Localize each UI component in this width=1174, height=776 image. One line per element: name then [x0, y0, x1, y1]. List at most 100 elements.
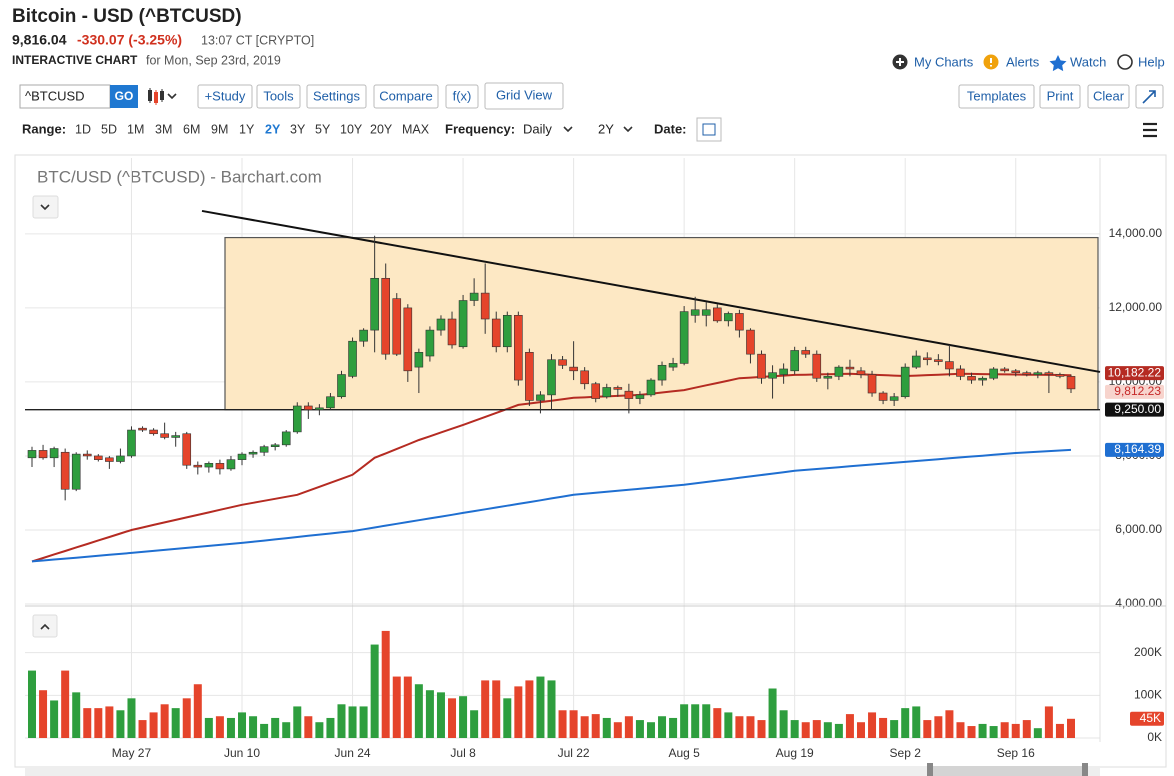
toolbar-button[interactable]	[373, 84, 439, 109]
toolbar-button-label[interactable]: Templates	[967, 88, 1027, 103]
scrollbar-handle[interactable]	[1082, 763, 1088, 776]
range-option[interactable]: 20Y	[370, 122, 393, 136]
period-value[interactable]: 2Y	[598, 121, 614, 136]
range-option[interactable]: 3Y	[290, 122, 306, 136]
y-tick-label: 4,000.00	[1115, 596, 1162, 610]
volume-bar	[868, 712, 877, 738]
scrollbar-handle[interactable]	[927, 763, 933, 776]
candle-body	[569, 366, 578, 372]
toolbar-button-label[interactable]: Tools	[263, 88, 294, 103]
toolbar-button[interactable]	[1087, 84, 1130, 109]
volume-bar	[39, 690, 48, 738]
range-option[interactable]: 9M	[211, 122, 228, 136]
range-option[interactable]: 5D	[101, 122, 117, 136]
range-option[interactable]: MAX	[402, 122, 430, 136]
toolbar-button[interactable]	[197, 84, 253, 109]
toolbar-button[interactable]	[958, 84, 1035, 109]
candle-body	[392, 298, 402, 355]
candle-body	[525, 352, 534, 401]
volume-bar	[746, 716, 755, 738]
candle-body	[768, 372, 777, 379]
date-picker[interactable]	[696, 117, 722, 142]
scrollbar-thumb[interactable]	[928, 766, 1088, 776]
volume-bar	[238, 712, 247, 738]
candle-body	[712, 307, 722, 322]
volume-bar	[658, 716, 667, 738]
volume-bar	[492, 680, 501, 738]
candle-body	[956, 368, 965, 377]
frequency-value[interactable]: Daily	[523, 121, 552, 136]
candle-body	[171, 435, 180, 438]
toolbar-button-label[interactable]: +Study	[205, 88, 246, 103]
toolbar-button-label[interactable]: Clear	[1093, 88, 1125, 103]
candle-body	[602, 387, 612, 398]
toolbar-button-label[interactable]: Print	[1047, 88, 1074, 103]
candle-body	[204, 463, 214, 468]
volume-bar	[834, 723, 843, 738]
range-option[interactable]: 1M	[127, 122, 144, 136]
chart-type-chevron	[167, 93, 177, 100]
toolbar-button[interactable]	[306, 84, 367, 109]
volume-bar	[348, 706, 357, 738]
candle-body	[127, 429, 136, 457]
go-label[interactable]: GO	[115, 89, 134, 103]
candle-body	[502, 315, 512, 348]
volume-bar	[536, 676, 545, 738]
toolbar-button-label[interactable]: f(x)	[453, 88, 472, 103]
range-option[interactable]: 6M	[183, 122, 200, 136]
toolbar-button[interactable]	[445, 84, 479, 109]
toolbar-button-label[interactable]: Settings	[313, 88, 360, 103]
volume-bar	[724, 712, 733, 738]
header-link[interactable]: Alerts	[1006, 54, 1040, 69]
volume-bar	[50, 700, 59, 738]
candle-body	[690, 309, 700, 316]
range-option[interactable]: 10Y	[340, 122, 363, 136]
x-tick-label: May 27	[112, 746, 152, 760]
range-option[interactable]: 5Y	[315, 122, 331, 136]
candle-body	[259, 446, 269, 453]
volume-bar	[28, 670, 36, 738]
header-link[interactable]: Watch	[1070, 54, 1106, 69]
volume-bar	[160, 704, 169, 738]
header-link[interactable]: Help	[1138, 54, 1165, 69]
toolbar-button[interactable]	[1039, 84, 1081, 109]
range-option[interactable]: 1D	[75, 122, 91, 136]
header-link[interactable]: My Charts	[914, 54, 974, 69]
candle-body	[116, 455, 125, 462]
candle-body	[878, 392, 888, 401]
candle-body	[370, 277, 379, 331]
symbol-text[interactable]: ^BTCUSD	[25, 88, 85, 103]
volume-bar	[1055, 723, 1064, 738]
candle-body	[469, 292, 479, 301]
volume-bar	[481, 680, 490, 738]
range-option[interactable]: 2Y	[265, 122, 281, 136]
x-tick-label: Jun 24	[335, 746, 371, 760]
price-tag-label: 9,812.23	[1114, 384, 1161, 398]
volume-bar	[514, 686, 523, 738]
volume-bar	[127, 698, 136, 738]
volume-bar	[193, 684, 202, 738]
y-tick-label: 12,000.00	[1109, 300, 1163, 314]
volume-bar	[138, 720, 147, 738]
toolbar-button-label[interactable]: Grid View	[496, 87, 553, 102]
toolbar-button-label[interactable]: Compare	[379, 88, 432, 103]
price-tag	[1105, 402, 1164, 417]
volume-bar	[425, 690, 434, 738]
candle-body	[923, 357, 932, 361]
candle-body	[867, 374, 877, 394]
toolbar-button[interactable]	[484, 82, 564, 110]
range-option[interactable]: 1Y	[239, 122, 255, 136]
volume-bar	[547, 680, 556, 738]
frequency-label: Frequency:	[445, 121, 515, 136]
candle-body	[226, 459, 236, 470]
volume-bar	[72, 692, 81, 738]
volume-bar	[204, 717, 213, 738]
toolbar-button[interactable]	[256, 84, 301, 109]
plus-glyph	[896, 58, 904, 66]
collapse-button[interactable]	[32, 195, 59, 219]
collapse-icon	[40, 204, 50, 211]
go-button[interactable]	[110, 85, 138, 108]
range-option[interactable]: 3M	[155, 122, 172, 136]
candle-body	[580, 370, 589, 385]
